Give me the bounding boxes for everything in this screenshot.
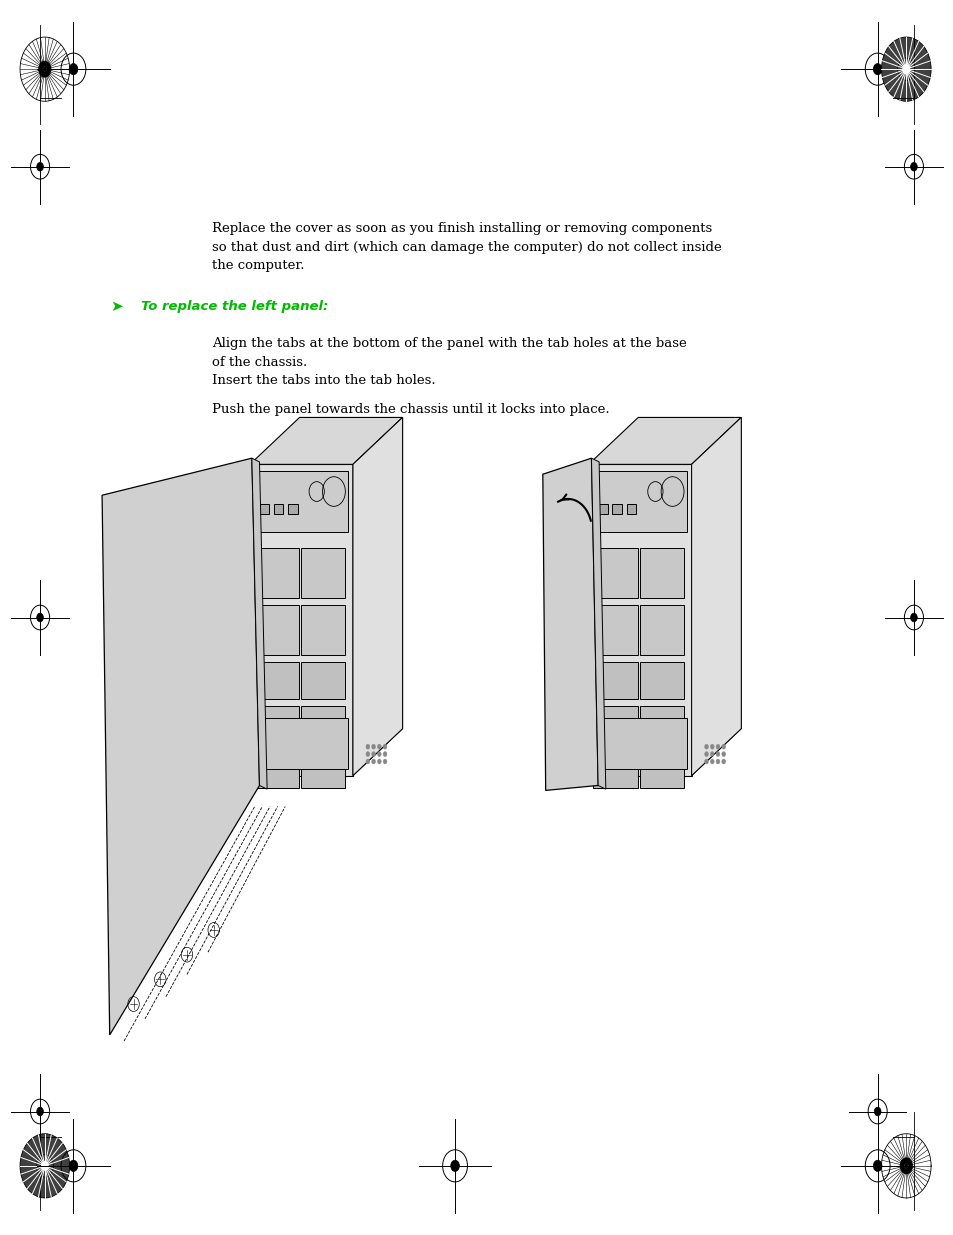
Circle shape <box>377 760 381 764</box>
Circle shape <box>704 752 708 757</box>
Bar <box>254 751 299 788</box>
Bar <box>639 548 683 598</box>
Circle shape <box>716 760 720 764</box>
Polygon shape <box>691 417 740 776</box>
Circle shape <box>366 760 370 764</box>
Circle shape <box>43 67 47 72</box>
Circle shape <box>897 58 914 80</box>
Polygon shape <box>252 458 267 789</box>
Circle shape <box>41 1161 49 1171</box>
Bar <box>612 504 621 514</box>
Bar <box>593 751 638 788</box>
Bar <box>301 751 345 788</box>
Polygon shape <box>591 458 605 789</box>
Circle shape <box>383 745 387 750</box>
Text: Align the tabs at the bottom of the panel with the tab holes at the base
of the : Align the tabs at the bottom of the pane… <box>212 337 686 369</box>
Bar <box>259 504 269 514</box>
Bar <box>254 662 299 699</box>
Circle shape <box>704 760 708 764</box>
Bar <box>301 706 345 743</box>
Text: Push the panel towards the chassis until it locks into place.: Push the panel towards the chassis until… <box>212 403 609 416</box>
Bar <box>639 706 683 743</box>
Text: Insert the tabs into the tab holes.: Insert the tabs into the tab holes. <box>212 374 435 388</box>
Bar <box>593 548 638 598</box>
Circle shape <box>710 752 714 757</box>
Bar <box>639 605 683 655</box>
Circle shape <box>37 162 44 170</box>
Text: ➤: ➤ <box>111 299 123 314</box>
Polygon shape <box>353 417 402 776</box>
Circle shape <box>69 63 78 75</box>
Bar <box>254 471 348 532</box>
Circle shape <box>383 760 387 764</box>
Bar <box>593 718 686 769</box>
Bar <box>593 662 638 699</box>
Circle shape <box>37 614 44 622</box>
Circle shape <box>366 752 370 757</box>
Polygon shape <box>691 417 740 776</box>
Polygon shape <box>588 464 691 776</box>
Bar <box>593 471 686 532</box>
Circle shape <box>909 162 917 170</box>
Circle shape <box>69 1160 78 1172</box>
Circle shape <box>716 752 720 757</box>
Circle shape <box>39 62 51 77</box>
Bar <box>593 605 638 655</box>
Circle shape <box>902 64 909 74</box>
Bar <box>598 504 607 514</box>
Circle shape <box>450 1160 459 1172</box>
Bar <box>254 706 299 743</box>
Circle shape <box>721 745 725 750</box>
Circle shape <box>872 63 882 75</box>
Circle shape <box>721 752 725 757</box>
Circle shape <box>710 760 714 764</box>
Polygon shape <box>353 417 402 776</box>
Polygon shape <box>588 417 740 464</box>
Circle shape <box>721 760 725 764</box>
Bar <box>593 706 638 743</box>
Polygon shape <box>250 464 353 776</box>
Circle shape <box>704 745 708 750</box>
Bar <box>639 751 683 788</box>
Circle shape <box>873 1107 881 1116</box>
Circle shape <box>377 745 381 750</box>
Circle shape <box>872 1160 882 1172</box>
Circle shape <box>377 752 381 757</box>
Circle shape <box>366 745 370 750</box>
Bar <box>254 718 348 769</box>
Bar <box>254 548 299 598</box>
Text: To replace the left panel:: To replace the left panel: <box>141 300 328 314</box>
Circle shape <box>37 1107 44 1116</box>
Polygon shape <box>102 458 259 1035</box>
Polygon shape <box>542 458 598 790</box>
Circle shape <box>710 745 714 750</box>
Circle shape <box>903 1163 907 1168</box>
Circle shape <box>909 614 917 622</box>
Circle shape <box>899 1158 911 1173</box>
Circle shape <box>372 745 375 750</box>
Bar <box>301 548 345 598</box>
Bar <box>301 605 345 655</box>
Polygon shape <box>250 417 402 464</box>
Circle shape <box>372 760 375 764</box>
Circle shape <box>716 745 720 750</box>
Bar <box>274 504 283 514</box>
Bar <box>626 504 636 514</box>
Circle shape <box>383 752 387 757</box>
Text: Replace the cover as soon as you finish installing or removing components
so tha: Replace the cover as soon as you finish … <box>212 222 720 272</box>
Bar <box>254 605 299 655</box>
Bar <box>639 662 683 699</box>
Circle shape <box>20 1134 70 1198</box>
Circle shape <box>881 37 930 101</box>
Circle shape <box>36 1155 53 1177</box>
Bar <box>301 662 345 699</box>
Bar <box>288 504 297 514</box>
Circle shape <box>372 752 375 757</box>
